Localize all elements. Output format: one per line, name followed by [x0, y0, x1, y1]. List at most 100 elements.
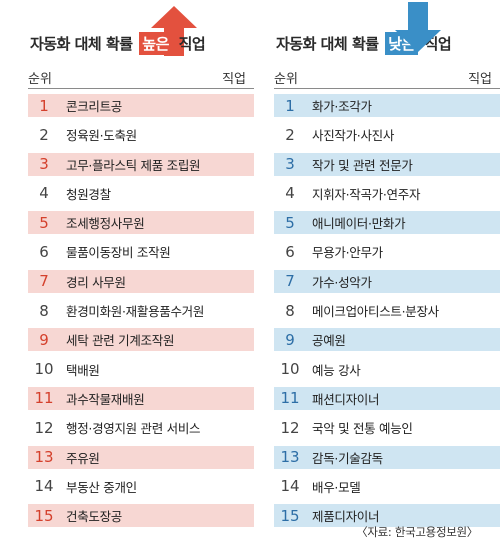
job-header: 직업 [222, 72, 246, 87]
rank-number: 11 [280, 389, 300, 408]
job-name: 패션디자이너 [312, 391, 380, 407]
header-divider [28, 88, 254, 89]
job-name: 가수·성악가 [312, 274, 372, 290]
list-item: 9 세탁 관련 기계조작원 [28, 328, 254, 352]
job-name: 무용가·안무가 [312, 245, 383, 261]
title-suffix: 직업 [424, 35, 452, 53]
job-name: 환경미화원·재활용품수거원 [66, 304, 205, 320]
rank-number: 1 [285, 96, 295, 115]
rank-number: 2 [285, 125, 295, 144]
job-name: 주유원 [66, 450, 100, 466]
job-name: 국악 및 전통 예능인 [312, 421, 413, 437]
low-probability-panel: 자동화 대체 확률 낮은 직업 순위 직업 1 화가·조각가 2 사진작가·사진사 3 작… [266, 0, 500, 528]
job-name: 경리 사무원 [66, 274, 126, 290]
list-item: 12 행정·경영지원 관련 서비스 [28, 416, 254, 439]
rank-number: 9 [39, 330, 49, 349]
rank-number: 7 [39, 272, 49, 291]
rank-number: 12 [280, 418, 300, 437]
list-item: 1 화가·조각가 [274, 94, 500, 117]
rank-number: 6 [285, 242, 295, 261]
job-name: 예능 강사 [312, 362, 361, 378]
rank-number: 10 [280, 360, 300, 379]
title-prefix: 자동화 대체 확률 [30, 35, 133, 53]
rank-number: 5 [285, 213, 295, 232]
rank-number: 3 [39, 155, 49, 174]
title-highlight: 높은 [139, 32, 172, 55]
job-name: 사진작가·사진사 [312, 128, 395, 144]
job-name: 애니메이터·만화가 [312, 216, 406, 232]
rank-number: 11 [34, 389, 54, 408]
job-name: 세탁 관련 기계조작원 [66, 333, 175, 349]
job-list: 1 콘크리트공 2 정육원·도축원 3 고무·플라스틱 제품 조립원 4 청원경찰 5 조세행정사… [28, 94, 254, 533]
column-headers: 순위 직업 [274, 68, 500, 87]
rank-number: 9 [285, 330, 295, 349]
list-item: 14 부동산 중개인 [28, 475, 254, 498]
title-prefix: 자동화 대체 확률 [276, 35, 379, 53]
list-item: 1 콘크리트공 [28, 94, 254, 117]
rank-number: 7 [285, 272, 295, 291]
rank-number: 5 [39, 213, 49, 232]
rank-number: 8 [39, 301, 49, 320]
rank-number: 14 [280, 477, 300, 496]
rank-number: 4 [285, 184, 295, 203]
rank-number: 6 [39, 242, 49, 261]
list-item: 5 조세행정사무원 [28, 211, 254, 235]
job-name: 정육원·도축원 [66, 128, 137, 144]
job-name: 부동산 중개인 [66, 479, 137, 495]
list-item: 13 주유원 [28, 445, 254, 469]
list-item: 3 작가 및 관련 전문가 [274, 152, 500, 176]
job-name: 조세행정사무원 [66, 216, 145, 232]
rank-number: 8 [285, 301, 295, 320]
job-name: 고무·플라스틱 제품 조립원 [66, 157, 201, 173]
job-name: 메이크업아티스트·분장사 [312, 304, 439, 320]
list-item: 4 청원경찰 [28, 182, 254, 205]
rank-header: 순위 [28, 72, 52, 87]
job-name: 과수작물재배원 [66, 391, 145, 407]
rank-number: 1 [39, 96, 49, 115]
list-item: 3 고무·플라스틱 제품 조립원 [28, 152, 254, 176]
list-item: 11 과수작물재배원 [28, 386, 254, 410]
list-item: 15 건축도장공 [28, 504, 254, 528]
job-name: 콘크리트공 [66, 99, 123, 114]
rank-header: 순위 [274, 72, 298, 87]
job-header: 직업 [468, 72, 492, 87]
list-item: 7 경리 사무원 [28, 269, 254, 293]
rank-number: 14 [34, 477, 54, 496]
list-item: 10 택배원 [28, 358, 254, 381]
job-name: 건축도장공 [66, 509, 123, 525]
list-item: 2 정육원·도축원 [28, 123, 254, 146]
list-item: 2 사진작가·사진사 [274, 123, 500, 146]
header-divider [274, 88, 500, 89]
job-name: 배우·모델 [312, 479, 361, 495]
job-name: 공예원 [312, 333, 346, 349]
rank-number: 15 [280, 506, 300, 525]
job-name: 택배원 [66, 362, 100, 378]
job-name: 제품디자이너 [312, 509, 380, 525]
job-name: 행정·경영지원 관련 서비스 [66, 421, 201, 437]
rank-number: 10 [34, 360, 54, 379]
list-item: 11 패션디자이너 [274, 386, 500, 410]
high-probability-panel: 자동화 대체 확률 높은 직업 순위 직업 1 콘크리트공 2 정육원·도축원 3 고무·… [20, 0, 254, 528]
rank-number: 2 [39, 125, 49, 144]
list-item: 12 국악 및 전통 예능인 [274, 416, 500, 439]
column-headers: 순위 직업 [28, 68, 254, 87]
job-list: 1 화가·조각가 2 사진작가·사진사 3 작가 및 관련 전문가 4 지휘자·작곡가·연주자… [274, 94, 500, 533]
panel-title: 자동화 대체 확률 높은 직업 [20, 0, 254, 56]
rank-number: 3 [285, 155, 295, 174]
rank-number: 13 [34, 448, 54, 467]
rank-number: 4 [39, 184, 49, 203]
list-item: 8 메이크업아티스트·분장사 [274, 299, 500, 322]
rank-number: 13 [280, 448, 300, 467]
list-item: 13 감독·기술감독 [274, 445, 500, 469]
job-name: 감독·기술감독 [312, 450, 383, 466]
down-arrow-icon [395, 2, 441, 52]
source-credit: 〈자료: 한국고용정보원〉 [356, 525, 478, 539]
up-arrow-icon [151, 6, 197, 56]
job-name: 지휘자·작곡가·연주자 [312, 186, 421, 202]
list-item: 4 지휘자·작곡가·연주자 [274, 182, 500, 205]
rank-number: 12 [34, 418, 54, 437]
list-item: 15 제품디자이너 [274, 504, 500, 528]
job-name: 물품이동장비 조작원 [66, 245, 171, 261]
rank-number: 15 [34, 506, 54, 525]
job-name: 화가·조각가 [312, 99, 372, 114]
